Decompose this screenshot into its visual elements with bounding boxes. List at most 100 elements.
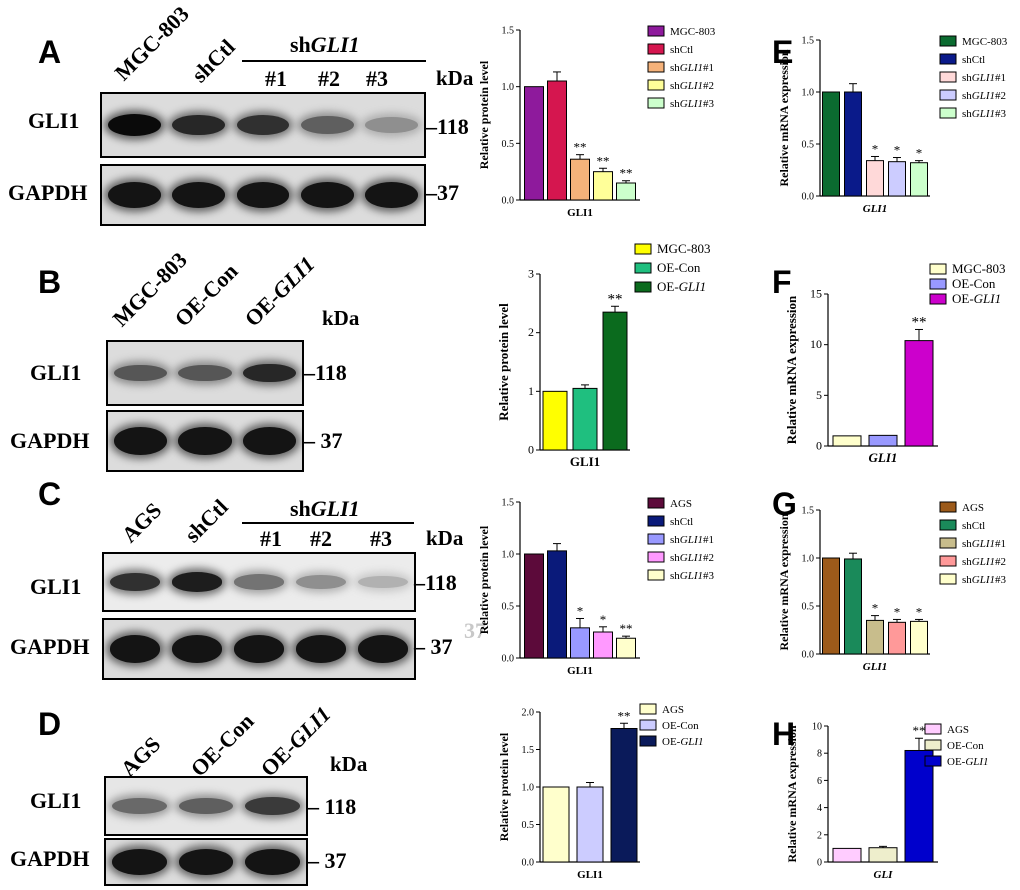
legend-swatch (939, 537, 957, 549)
chart-f-mrna: 0 5 10 15 Relative mRNA expression GLI1 ** MGC-… (784, 262, 1005, 465)
x-axis-label: GLI (874, 869, 894, 881)
legend-swatch (939, 519, 957, 531)
y-axis-label: Relative mRNA expression (777, 513, 791, 650)
panel-letter-c: C (38, 476, 62, 512)
legend-label: shGLI1#2 (962, 90, 1006, 102)
bar (616, 182, 636, 201)
legend-swatch (639, 703, 657, 715)
y-tick-label: 0 (817, 858, 822, 869)
chart-g-mrna: 0.0 0.5 1.0 1.5 Relative mRNA expression GLI1… (777, 501, 1007, 673)
legend-label: shGLI1#1 (962, 72, 1006, 84)
y-tick-label: 1.0 (802, 88, 815, 99)
x-axis-label: GLI1 (567, 207, 593, 218)
blot-band (243, 363, 297, 383)
y-tick-label: 1.0 (802, 554, 815, 565)
legend-swatch (939, 501, 957, 513)
blot-band (233, 574, 285, 590)
y-tick-label: 2 (528, 325, 534, 339)
significance-label: ** (618, 708, 631, 723)
blot-band (236, 182, 290, 208)
bar (616, 637, 636, 659)
bar (572, 387, 598, 451)
panel-letter-b: B (38, 264, 62, 300)
legend-label: shGLI1#1 (962, 538, 1006, 550)
blot-band (365, 117, 419, 133)
legend-swatch (647, 25, 665, 37)
row-label-gapdh: GAPDH (10, 634, 90, 659)
y-tick-label: 2 (817, 830, 822, 841)
blot-band (178, 427, 232, 455)
bar (576, 786, 604, 863)
blot-strip-gapdh (104, 838, 308, 886)
lane-label: OE-Con (185, 708, 259, 782)
significance-label: * (577, 603, 584, 618)
y-tick-label: 4 (817, 803, 822, 814)
x-axis-label: GLI1 (863, 661, 887, 673)
legend-label: AGS (670, 498, 692, 510)
blot-strip-gapdh (100, 164, 426, 226)
blot-band (357, 635, 409, 663)
marker-118: – 118 (308, 794, 357, 819)
significance-label: ** (620, 621, 633, 636)
legend-label: shCtl (962, 54, 985, 66)
legend-swatch (924, 723, 942, 735)
y-axis-label: Relative protein level (477, 60, 491, 169)
significance-label: ** (597, 153, 610, 168)
y-axis-label: Relative protein level (497, 732, 511, 841)
bar (910, 162, 928, 197)
blot-band (236, 114, 290, 136)
y-tick-label: 1.0 (522, 783, 535, 794)
blot-band (172, 182, 225, 208)
blot-strip-gli1 (106, 340, 304, 406)
blot-band (171, 572, 223, 592)
y-tick-label: 1.5 (802, 506, 815, 517)
y-tick-label: 10 (812, 722, 822, 733)
bar (547, 550, 567, 659)
blot-strip-gapdh (106, 410, 304, 472)
legend-label: MGC-803 (657, 241, 710, 256)
blot-strip-gapdh (102, 618, 416, 680)
panel-letter-d: D (38, 706, 62, 742)
blot-band (295, 574, 347, 590)
legend-label: shCtl (670, 44, 693, 56)
bar (888, 161, 906, 197)
legend-swatch (939, 107, 957, 119)
legend-swatch (939, 573, 957, 585)
legend-label: AGS (947, 724, 969, 736)
bar (524, 86, 544, 201)
significance-label: ** (574, 140, 587, 155)
significance-label: * (916, 604, 923, 619)
legend-swatch (634, 262, 652, 274)
bar (904, 340, 934, 447)
legend-swatch (647, 43, 665, 55)
kda-label: kDa (426, 526, 464, 550)
y-tick-label: 5 (816, 388, 822, 402)
bar (542, 390, 568, 451)
significance-label: * (600, 612, 607, 627)
lane-number: #3 (370, 526, 392, 551)
panel-letter-e: E (772, 34, 794, 70)
y-tick-label: 0.0 (802, 192, 815, 203)
lane-label: MGC-803 (109, 1, 194, 86)
row-label-gapdh: GAPDH (10, 428, 90, 453)
y-tick-label: 0 (816, 439, 822, 453)
bar (822, 91, 840, 197)
legend-label: MGC-803 (670, 26, 716, 38)
legend-swatch (929, 278, 947, 290)
lane-label: OE-GLI1 (255, 701, 336, 782)
legend-swatch (924, 739, 942, 751)
lane-number: #1 (260, 526, 282, 551)
blot-band (245, 797, 300, 815)
bar (866, 619, 884, 655)
x-axis-label: GLI1 (863, 203, 887, 215)
y-tick-label: 2.0 (522, 708, 535, 719)
legend-swatch (647, 497, 665, 509)
bar (832, 435, 862, 447)
lane-label: shCtl (179, 494, 233, 548)
bar (524, 553, 544, 659)
legend-label: OE-GLI1 (662, 736, 704, 748)
y-tick-label: 10 (810, 337, 822, 351)
legend-label: shGLI1#3 (962, 574, 1007, 586)
y-axis-label: Relative mRNA expression (784, 295, 799, 444)
